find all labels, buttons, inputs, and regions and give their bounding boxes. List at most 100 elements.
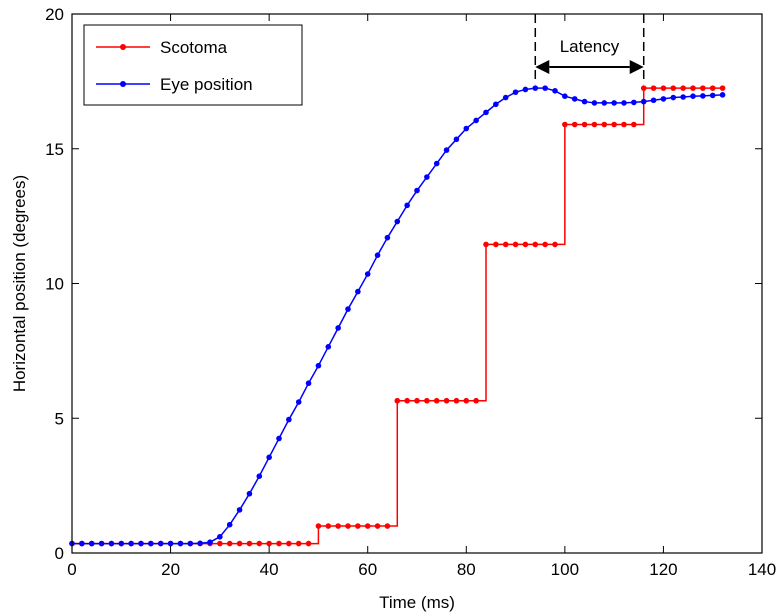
data-point-eye-position	[236, 507, 243, 513]
data-point-eye-position	[493, 101, 499, 108]
x-tick-label: 100	[551, 560, 579, 579]
data-point-scotoma	[690, 85, 696, 91]
data-point-scotoma	[512, 241, 519, 248]
data-point-scotoma	[532, 241, 539, 248]
data-point-eye-position	[581, 98, 588, 105]
data-point-scotoma	[670, 85, 677, 91]
data-point-eye-position	[680, 94, 686, 100]
data-point-scotoma	[611, 121, 617, 128]
data-point-eye-position	[187, 540, 194, 547]
data-point-eye-position	[148, 540, 154, 547]
data-point-scotoma	[414, 397, 420, 404]
data-point-scotoma	[394, 397, 401, 404]
data-point-eye-position	[315, 362, 322, 369]
data-point-eye-position	[552, 88, 558, 94]
data-point-eye-position	[562, 93, 568, 99]
data-point-eye-position	[473, 117, 479, 124]
data-point-eye-position	[374, 252, 381, 259]
legend-marker-eye-position	[120, 81, 126, 87]
data-point-scotoma	[345, 523, 351, 529]
data-point-eye-position	[286, 416, 292, 423]
data-point-eye-position	[167, 540, 174, 547]
data-point-scotoma	[581, 121, 588, 128]
x-tick-label: 20	[161, 560, 180, 579]
data-point-eye-position	[424, 174, 430, 180]
data-point-scotoma	[325, 523, 332, 529]
data-point-eye-position	[394, 218, 401, 225]
x-tick-label: 140	[748, 560, 776, 579]
plot-area-frame	[71, 13, 763, 554]
data-point-scotoma	[295, 540, 302, 547]
latency-label: Latency	[560, 37, 620, 56]
data-point-scotoma	[364, 523, 371, 529]
data-point-scotoma	[562, 121, 568, 128]
data-point-scotoma	[621, 121, 627, 128]
data-point-eye-position	[266, 454, 272, 461]
legend: Scotoma Eye position	[83, 24, 303, 106]
data-point-eye-position	[670, 94, 677, 101]
data-point-eye-position	[571, 96, 578, 102]
data-point-scotoma	[276, 540, 282, 547]
x-axis-label: Time (ms)	[379, 593, 455, 612]
data-point-eye-position	[483, 109, 489, 116]
data-point-scotoma	[305, 540, 312, 547]
data-point-eye-position	[138, 540, 144, 547]
legend-label-eye-position: Eye position	[160, 75, 253, 94]
data-point-scotoma	[640, 85, 647, 91]
data-point-eye-position	[502, 94, 509, 101]
data-point-eye-position	[512, 89, 519, 95]
data-point-eye-position	[118, 540, 125, 547]
data-point-scotoma	[424, 397, 430, 404]
data-point-eye-position	[443, 147, 450, 153]
data-point-eye-position	[217, 534, 223, 540]
data-point-eye-position	[719, 92, 726, 98]
plot-series	[69, 85, 726, 547]
latency-arrow-right-head	[629, 60, 644, 74]
data-point-scotoma	[522, 241, 529, 248]
data-point-scotoma	[404, 397, 410, 404]
data-point-eye-position	[256, 473, 263, 479]
data-point-eye-position	[325, 344, 332, 350]
data-point-eye-position	[177, 540, 184, 547]
data-point-scotoma	[719, 85, 726, 91]
x-tick-label: 0	[67, 560, 76, 579]
data-point-scotoma	[591, 121, 598, 128]
x-tick-label: 40	[260, 560, 279, 579]
legend-marker-scotoma	[120, 44, 126, 50]
data-point-eye-position	[532, 85, 539, 91]
data-point-scotoma	[631, 121, 637, 128]
data-point-eye-position	[660, 96, 667, 102]
data-point-eye-position	[433, 160, 440, 167]
data-point-scotoma	[660, 85, 667, 91]
data-point-scotoma	[266, 540, 272, 547]
data-point-eye-position	[364, 271, 371, 277]
x-tick-label: 60	[358, 560, 377, 579]
data-point-scotoma	[355, 523, 361, 529]
y-tick-label: 20	[45, 5, 64, 24]
data-point-scotoma	[443, 397, 450, 404]
data-point-scotoma	[650, 85, 657, 91]
data-point-eye-position	[197, 540, 203, 547]
data-point-eye-position	[640, 98, 647, 105]
data-point-scotoma	[483, 241, 489, 248]
data-point-eye-position	[414, 187, 420, 194]
data-point-scotoma	[315, 523, 322, 529]
data-point-eye-position	[650, 97, 657, 104]
data-point-eye-position	[601, 100, 608, 106]
data-point-eye-position	[463, 125, 470, 132]
data-point-scotoma	[709, 85, 716, 91]
x-tick-label: 80	[457, 560, 476, 579]
data-point-eye-position	[384, 234, 391, 241]
data-point-scotoma	[433, 397, 440, 404]
y-tick-label: 5	[55, 409, 64, 428]
data-point-eye-position	[295, 399, 302, 405]
data-point-eye-position	[631, 99, 637, 106]
data-point-eye-position	[522, 86, 529, 93]
data-point-scotoma	[502, 241, 509, 248]
data-point-eye-position	[345, 306, 351, 312]
data-point-eye-position	[305, 380, 312, 387]
data-point-eye-position	[453, 136, 460, 143]
data-point-scotoma	[542, 241, 548, 248]
data-point-eye-position	[128, 540, 134, 547]
